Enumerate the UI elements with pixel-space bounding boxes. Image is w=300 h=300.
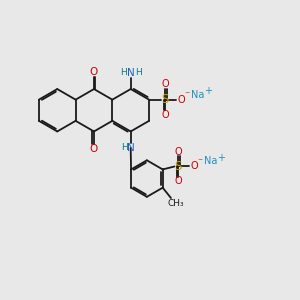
Text: N: N <box>127 68 135 78</box>
Text: O: O <box>161 110 169 120</box>
Text: Na: Na <box>191 90 204 100</box>
Text: H: H <box>135 68 142 77</box>
Text: O: O <box>161 79 169 89</box>
Text: O: O <box>178 94 185 105</box>
Text: S: S <box>175 160 182 173</box>
Text: CH₃: CH₃ <box>168 199 184 208</box>
Text: O: O <box>175 147 182 157</box>
Text: +: + <box>217 153 225 163</box>
Text: O: O <box>90 67 98 77</box>
Text: O: O <box>175 176 182 186</box>
Text: ⁻: ⁻ <box>185 91 190 100</box>
Text: S: S <box>162 93 169 106</box>
Text: Na: Na <box>204 157 218 166</box>
Text: N: N <box>127 143 135 153</box>
Text: O: O <box>191 161 199 172</box>
Text: H: H <box>121 143 128 152</box>
Text: O: O <box>90 143 98 154</box>
Text: H: H <box>120 68 126 77</box>
Text: ⁻: ⁻ <box>197 158 203 167</box>
Text: +: + <box>204 86 212 96</box>
